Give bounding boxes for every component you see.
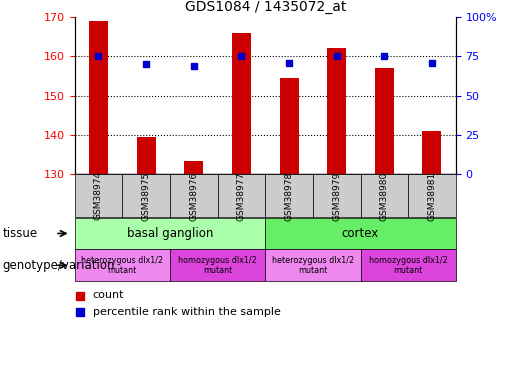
Text: heterozygous dlx1/2
mutant: heterozygous dlx1/2 mutant bbox=[272, 256, 354, 275]
Text: genotype/variation: genotype/variation bbox=[3, 259, 115, 272]
Text: GSM38974: GSM38974 bbox=[94, 171, 103, 220]
Title: GDS1084 / 1435072_at: GDS1084 / 1435072_at bbox=[184, 0, 346, 15]
Bar bbox=[375, 68, 394, 174]
Bar bbox=[75, 174, 123, 217]
Bar bbox=[360, 174, 408, 217]
Bar bbox=[327, 48, 346, 174]
Bar bbox=[170, 249, 265, 281]
Bar bbox=[184, 160, 203, 174]
Text: heterozygous dlx1/2
mutant: heterozygous dlx1/2 mutant bbox=[81, 256, 163, 275]
Bar bbox=[170, 174, 217, 217]
Bar bbox=[75, 249, 170, 281]
Text: GSM38980: GSM38980 bbox=[380, 171, 389, 220]
Bar bbox=[280, 78, 299, 174]
Text: basal ganglion: basal ganglion bbox=[127, 227, 213, 240]
Bar bbox=[217, 174, 265, 217]
Text: count: count bbox=[93, 291, 124, 300]
Bar bbox=[232, 33, 251, 174]
Text: GSM38979: GSM38979 bbox=[332, 171, 341, 220]
Bar bbox=[75, 217, 265, 249]
Bar bbox=[422, 131, 441, 174]
Bar bbox=[136, 137, 156, 174]
Bar bbox=[265, 249, 360, 281]
Bar bbox=[360, 249, 456, 281]
Text: GSM38978: GSM38978 bbox=[285, 171, 294, 220]
Text: tissue: tissue bbox=[3, 227, 38, 240]
Text: GSM38981: GSM38981 bbox=[427, 171, 436, 220]
Bar bbox=[123, 174, 170, 217]
Bar bbox=[265, 217, 456, 249]
Bar bbox=[89, 21, 108, 174]
Text: homozygous dlx1/2
mutant: homozygous dlx1/2 mutant bbox=[369, 256, 448, 275]
Text: GSM38976: GSM38976 bbox=[190, 171, 198, 220]
Text: GSM38975: GSM38975 bbox=[142, 171, 150, 220]
Bar bbox=[313, 174, 360, 217]
Bar bbox=[408, 174, 456, 217]
Bar bbox=[265, 174, 313, 217]
Text: cortex: cortex bbox=[342, 227, 379, 240]
Text: GSM38977: GSM38977 bbox=[237, 171, 246, 220]
Text: percentile rank within the sample: percentile rank within the sample bbox=[93, 308, 281, 317]
Text: homozygous dlx1/2
mutant: homozygous dlx1/2 mutant bbox=[178, 256, 257, 275]
